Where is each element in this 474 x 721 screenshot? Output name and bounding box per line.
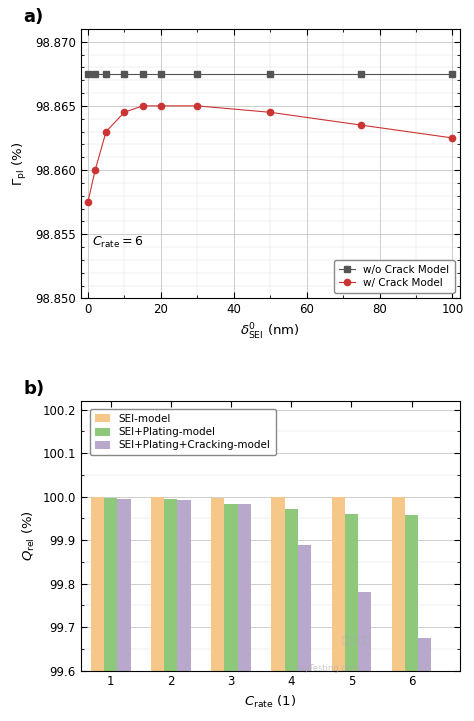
Bar — [332, 497, 345, 721]
Bar — [405, 516, 418, 721]
Text: b): b) — [24, 380, 45, 398]
w/ Crack Model — [450, 133, 456, 142]
Bar — [272, 497, 284, 721]
w/o Crack Model — [267, 69, 273, 78]
w/o Crack Model — [158, 69, 164, 78]
w/ Crack Model — [194, 102, 200, 110]
Bar — [211, 498, 224, 721]
Bar — [237, 505, 251, 721]
Bar — [284, 509, 298, 721]
Bar — [345, 513, 358, 721]
Line: w/ Crack Model: w/ Crack Model — [85, 103, 456, 205]
Legend: w/o Crack Model, w/ Crack Model: w/o Crack Model, w/ Crack Model — [334, 260, 455, 293]
X-axis label: $\delta^0_{\mathrm{SEI}}$ (nm): $\delta^0_{\mathrm{SEI}}$ (nm) — [240, 322, 300, 342]
w/ Crack Model — [92, 166, 98, 174]
Text: AnyTesting.com: AnyTesting.com — [294, 663, 360, 673]
w/ Crack Model — [267, 108, 273, 117]
Line: w/o Crack Model: w/o Crack Model — [85, 71, 456, 77]
w/ Crack Model — [140, 102, 146, 110]
w/o Crack Model — [194, 69, 200, 78]
Bar — [418, 638, 431, 721]
X-axis label: $C_{\mathrm{rate}}$ (1): $C_{\mathrm{rate}}$ (1) — [244, 694, 296, 710]
Bar — [358, 592, 371, 721]
w/ Crack Model — [103, 127, 109, 136]
Text: a): a) — [24, 8, 44, 26]
w/o Crack Model — [103, 69, 109, 78]
w/o Crack Model — [140, 69, 146, 78]
w/o Crack Model — [450, 69, 456, 78]
w/ Crack Model — [358, 121, 364, 130]
Bar — [298, 545, 311, 721]
w/ Crack Model — [158, 102, 164, 110]
Text: 嘉峪检测网: 嘉峪检测网 — [341, 634, 371, 644]
w/ Crack Model — [121, 108, 127, 117]
w/o Crack Model — [121, 69, 127, 78]
Bar — [104, 498, 117, 721]
Y-axis label: $\Gamma_{\mathrm{pl}}$ (%): $\Gamma_{\mathrm{pl}}$ (%) — [11, 141, 29, 186]
w/o Crack Model — [358, 69, 364, 78]
Bar — [164, 499, 177, 721]
Bar — [91, 497, 104, 721]
Y-axis label: $Q_{\mathrm{rel}}$ (%): $Q_{\mathrm{rel}}$ (%) — [20, 510, 36, 561]
w/o Crack Model — [85, 69, 91, 78]
w/o Crack Model — [92, 69, 98, 78]
Bar — [392, 497, 405, 721]
Legend: SEI-model, SEI+Plating-model, SEI+Plating+Cracking-model: SEI-model, SEI+Plating-model, SEI+Platin… — [90, 409, 276, 456]
Bar — [177, 500, 191, 721]
w/ Crack Model — [85, 198, 91, 206]
Bar — [117, 499, 130, 721]
Bar — [151, 497, 164, 721]
Bar — [224, 504, 237, 721]
Text: $C_{\mathrm{rate}} = 6$: $C_{\mathrm{rate}} = 6$ — [92, 235, 143, 250]
